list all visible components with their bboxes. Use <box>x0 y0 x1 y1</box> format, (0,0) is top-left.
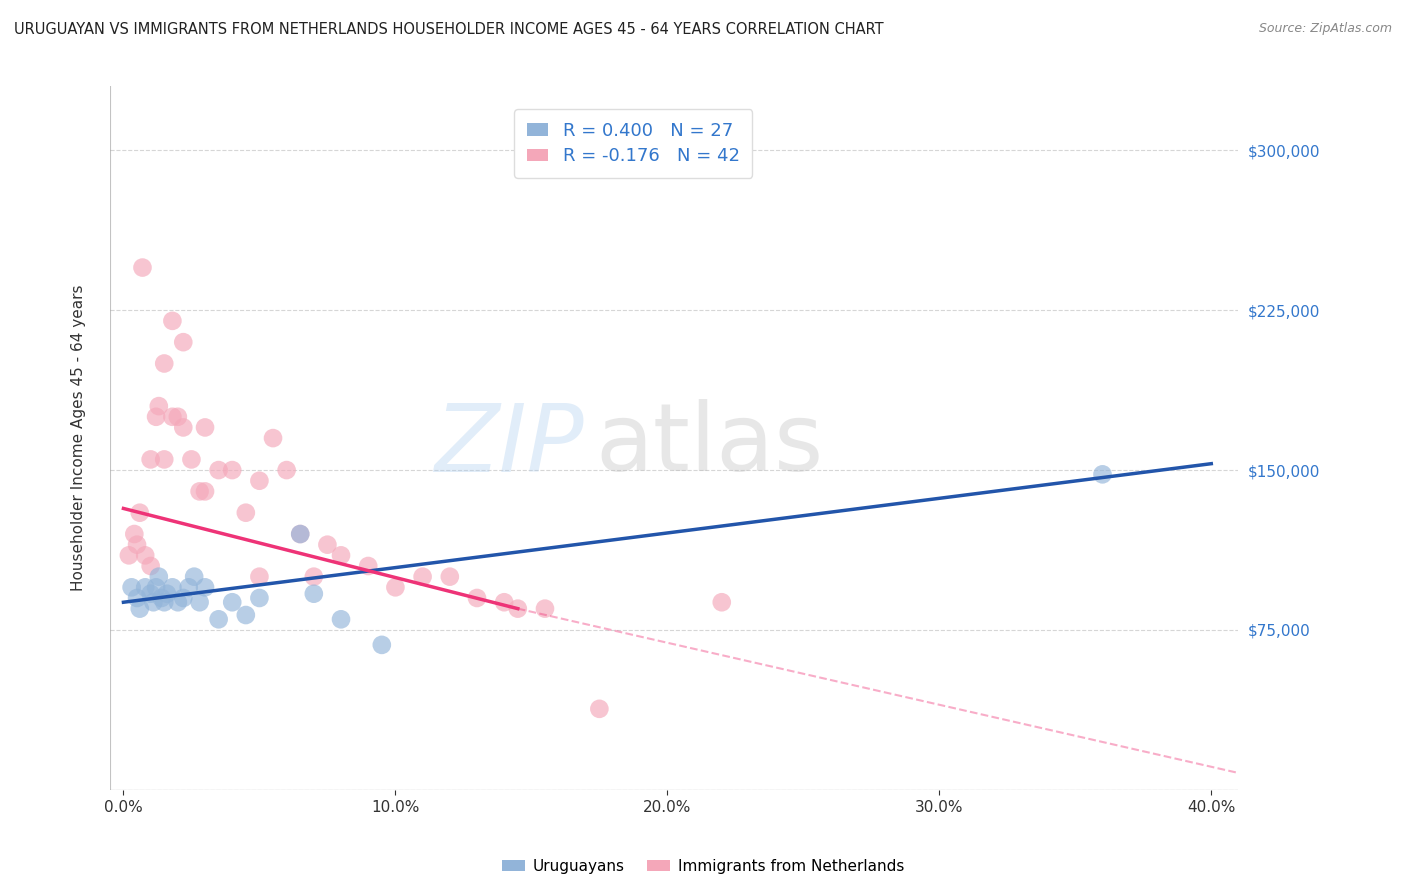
Point <box>125 538 148 552</box>
Text: ZIP: ZIP <box>434 400 583 491</box>
Point <box>534 601 557 615</box>
Point <box>290 527 312 541</box>
Point <box>121 580 143 594</box>
Point <box>162 580 184 594</box>
Point <box>128 506 150 520</box>
Point <box>166 595 188 609</box>
Point <box>139 452 162 467</box>
Text: atlas: atlas <box>595 399 824 491</box>
Point <box>150 591 173 605</box>
Point <box>235 608 257 623</box>
Point <box>208 612 231 626</box>
Point <box>180 452 202 467</box>
Point <box>330 549 353 563</box>
Point <box>131 260 153 275</box>
Point <box>162 314 184 328</box>
Legend: Uruguayans, Immigrants from Netherlands: Uruguayans, Immigrants from Netherlands <box>496 853 910 880</box>
Point <box>235 506 257 520</box>
Point <box>162 409 184 424</box>
Point <box>249 474 271 488</box>
Point <box>412 569 434 583</box>
Point <box>249 591 271 605</box>
Point <box>330 612 353 626</box>
Point <box>172 335 194 350</box>
Point <box>710 595 733 609</box>
Point <box>134 549 156 563</box>
Point <box>134 580 156 594</box>
Point <box>172 420 194 434</box>
Point <box>316 538 339 552</box>
Point <box>153 356 176 370</box>
Point <box>148 399 170 413</box>
Point <box>302 587 325 601</box>
Point <box>142 595 165 609</box>
Point <box>439 569 461 583</box>
Point <box>588 702 610 716</box>
Point <box>494 595 516 609</box>
Point <box>221 463 243 477</box>
Point <box>183 569 205 583</box>
Point <box>506 601 529 615</box>
Point <box>153 452 176 467</box>
Point <box>124 527 146 541</box>
Point <box>371 638 394 652</box>
Point <box>188 595 211 609</box>
Point <box>194 420 217 434</box>
Point <box>249 569 271 583</box>
Legend: R = 0.400   N = 27, R = -0.176   N = 42: R = 0.400 N = 27, R = -0.176 N = 42 <box>515 110 752 178</box>
Y-axis label: Householder Income Ages 45 - 64 years: Householder Income Ages 45 - 64 years <box>72 285 86 591</box>
Point <box>276 463 298 477</box>
Point <box>125 591 148 605</box>
Point <box>139 559 162 574</box>
Point <box>194 580 217 594</box>
Point <box>139 587 162 601</box>
Point <box>148 569 170 583</box>
Point <box>156 587 179 601</box>
Point <box>290 527 312 541</box>
Text: URUGUAYAN VS IMMIGRANTS FROM NETHERLANDS HOUSEHOLDER INCOME AGES 45 - 64 YEARS C: URUGUAYAN VS IMMIGRANTS FROM NETHERLANDS… <box>14 22 884 37</box>
Point <box>172 591 194 605</box>
Point <box>145 409 167 424</box>
Text: Source: ZipAtlas.com: Source: ZipAtlas.com <box>1258 22 1392 36</box>
Point <box>118 549 141 563</box>
Point <box>145 580 167 594</box>
Point <box>208 463 231 477</box>
Point <box>1091 467 1114 482</box>
Point <box>177 580 200 594</box>
Point <box>221 595 243 609</box>
Point <box>384 580 406 594</box>
Point <box>153 595 176 609</box>
Point <box>188 484 211 499</box>
Point <box>465 591 488 605</box>
Point <box>128 601 150 615</box>
Point <box>357 559 380 574</box>
Point <box>194 484 217 499</box>
Point <box>262 431 284 445</box>
Point <box>302 569 325 583</box>
Point <box>166 409 188 424</box>
